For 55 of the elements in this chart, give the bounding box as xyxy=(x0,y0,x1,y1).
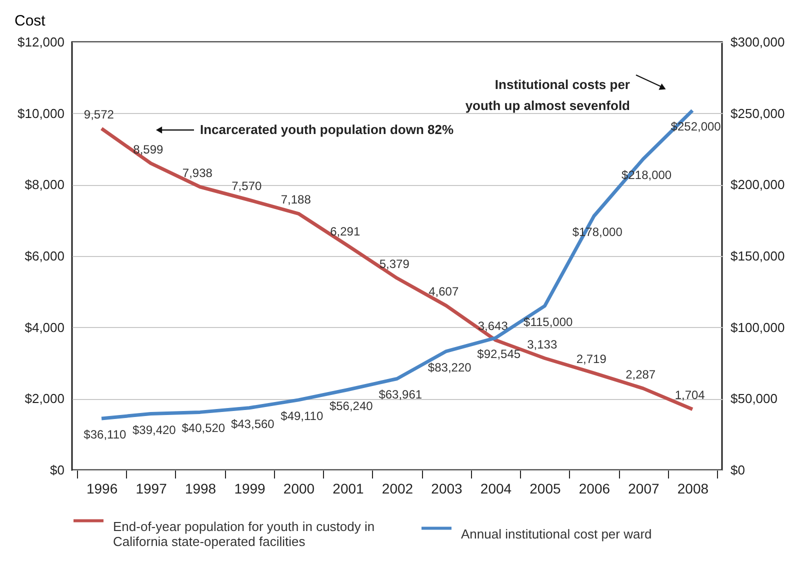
data-label: $83,220 xyxy=(428,360,472,374)
x-tick-label: 2005 xyxy=(530,480,562,496)
y-tick-label: $8,000 xyxy=(24,177,64,192)
annotation: Incarcerated youth population down 82% xyxy=(200,122,454,137)
data-label: 3,133 xyxy=(527,337,558,352)
x-tick-label: 2000 xyxy=(283,480,315,496)
y-tick-label: $4,000 xyxy=(24,320,64,335)
data-label: $56,240 xyxy=(329,398,374,413)
data-label: 7,938 xyxy=(182,166,213,180)
x-tick-label: 2004 xyxy=(480,480,512,496)
x-tick-label: 1997 xyxy=(136,480,168,496)
x-tick-label: 1999 xyxy=(234,480,266,496)
data-label: 3,643 xyxy=(478,319,508,334)
x-tick-label: 2003 xyxy=(431,480,463,496)
data-label: $115,000 xyxy=(524,314,574,329)
x-tick-label: 1996 xyxy=(86,480,118,496)
y-tick-label: $0 xyxy=(50,462,64,478)
x-tick-label: 2006 xyxy=(578,480,610,496)
y2-tick-label: $100,000 xyxy=(730,320,785,335)
x-tick-label: 1998 xyxy=(184,480,216,496)
y-axis-title: Cost xyxy=(14,12,46,30)
y2-tick-label: $250,000 xyxy=(730,106,785,121)
x-tick-label: 2007 xyxy=(628,480,660,496)
data-label: 5,379 xyxy=(379,257,410,272)
y-tick-label: $2,000 xyxy=(24,391,64,406)
y2-tick-label: $150,000 xyxy=(730,248,785,264)
data-label: $39,420 xyxy=(132,422,176,437)
data-label: 2,287 xyxy=(626,367,656,382)
y-tick-label: $6,000 xyxy=(24,248,64,264)
data-label: 8,599 xyxy=(133,142,164,156)
y2-tick-label: $200,000 xyxy=(730,177,785,192)
data-label: 4,607 xyxy=(428,284,459,299)
data-label: $43,560 xyxy=(230,416,275,431)
data-label: $36,110 xyxy=(84,427,126,442)
x-tick-label: 2002 xyxy=(382,480,414,496)
data-label: $40,520 xyxy=(182,421,226,436)
y-tick-label: $12,000 xyxy=(18,34,64,50)
data-label: 6,291 xyxy=(330,224,360,239)
y2-tick-label: $50,000 xyxy=(730,391,778,406)
data-label: 1,704 xyxy=(674,388,706,402)
data-label: 7,188 xyxy=(280,192,312,207)
y2-tick-label: $300,000 xyxy=(730,34,785,50)
y-tick-label: $10,000 xyxy=(18,106,64,121)
x-tick-label: 2001 xyxy=(332,480,364,496)
legend-label: End-of-year population for youth in custody in California state-operated facilities xyxy=(113,518,375,549)
data-label: $92,545 xyxy=(477,346,521,361)
data-label: $63,961 xyxy=(378,388,422,402)
data-label: 7,570 xyxy=(232,179,262,194)
y2-tick-label: $0 xyxy=(730,462,745,478)
x-tick-label: 2008 xyxy=(677,480,709,496)
legend-label: Annual institutional cost per ward xyxy=(461,526,652,542)
data-label: $49,110 xyxy=(280,408,324,423)
annotation: Institutional costs per youth up almost sevenfold xyxy=(465,77,630,113)
data-label: 9,572 xyxy=(84,108,114,122)
data-label: 2,719 xyxy=(576,352,607,366)
